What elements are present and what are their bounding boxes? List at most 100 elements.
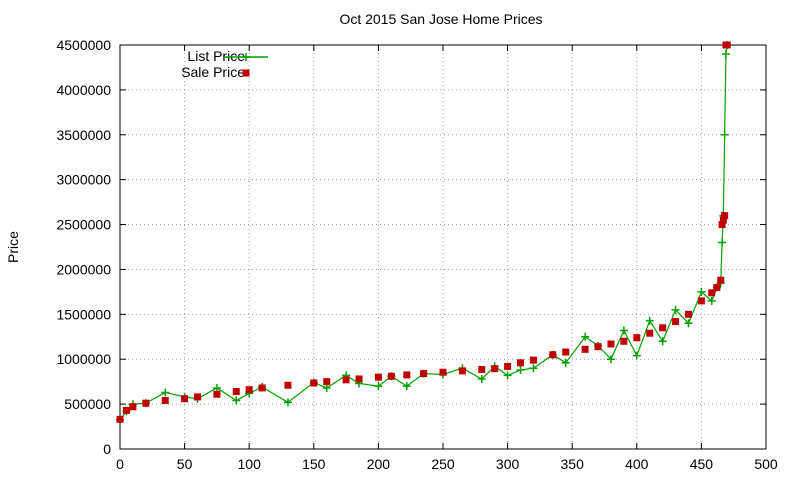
sale-price-point (713, 283, 721, 291)
x-tick-label: 200 (367, 456, 391, 472)
sale-price-point (213, 390, 221, 398)
sale-price-point (284, 381, 292, 389)
y-tick-label: 2000000 (56, 261, 111, 277)
legend-label-list-price: List Price (187, 48, 245, 64)
sale-price-point (342, 376, 350, 384)
list-price-point (721, 49, 730, 58)
sale-price-point (529, 356, 537, 364)
y-tick-label: 500000 (64, 396, 111, 412)
list-price-point (632, 351, 641, 360)
list-price-point (283, 398, 292, 407)
list-price-point (561, 358, 570, 367)
sale-price-point (659, 324, 667, 332)
x-tick-label: 0 (116, 456, 124, 472)
y-tick-label: 2500000 (56, 217, 111, 233)
legend-label-sale-price: Sale Price (181, 64, 245, 80)
sale-price-point (723, 41, 731, 49)
sale-price-point (122, 406, 130, 414)
list-price-point (161, 388, 170, 397)
sale-price-point (387, 372, 395, 380)
sale-price-point (323, 378, 331, 386)
sale-price-point (672, 318, 680, 326)
sale-price-point (232, 388, 240, 396)
legend-marker-list-price (242, 53, 250, 61)
list-price-point (212, 383, 221, 392)
y-tick-label: 3500000 (56, 127, 111, 143)
y-tick-label: 3000000 (56, 172, 111, 188)
sale-price-point (161, 397, 169, 405)
sale-price-point (374, 373, 382, 381)
sale-price-point (355, 375, 363, 383)
x-tick-label: 300 (496, 456, 520, 472)
sale-price-point (491, 365, 499, 373)
x-tick-label: 450 (690, 456, 714, 472)
sale-price-point (620, 337, 628, 345)
x-tick-label: 500 (754, 456, 778, 472)
sale-price-point (646, 329, 654, 337)
list-price-point (477, 374, 486, 383)
x-tick-label: 50 (177, 456, 193, 472)
list-price-point (606, 355, 615, 364)
chart-title: Oct 2015 San Jose Home Prices (339, 11, 543, 27)
x-tick-label: 100 (238, 456, 262, 472)
x-tick-label: 250 (431, 456, 455, 472)
sale-price-point (310, 379, 318, 387)
list-price-point (697, 287, 706, 296)
sale-price-point (633, 334, 641, 342)
x-tick-label: 150 (302, 456, 326, 472)
list-price-point (374, 382, 383, 391)
list-price-point (581, 332, 590, 341)
list-price-point (619, 326, 628, 335)
y-axis-label: Price (5, 231, 21, 263)
sale-price-point (478, 366, 486, 374)
sale-price-point (549, 351, 557, 359)
list-price-point (322, 383, 331, 392)
sale-price-point (116, 415, 124, 423)
list-price-line (119, 44, 728, 421)
list-price-point (529, 364, 538, 373)
sale-price-point (708, 289, 716, 297)
y-tick-label: 0 (103, 441, 111, 457)
sale-price-point (403, 371, 411, 379)
list-price-point (516, 365, 525, 374)
list-price-point (503, 371, 512, 380)
list-price-point (658, 337, 667, 346)
sale-price-point (581, 345, 589, 353)
list-price-point (684, 319, 693, 328)
y-tick-label: 4500000 (56, 37, 111, 53)
y-tick-label: 4000000 (56, 82, 111, 98)
list-price-point (718, 238, 727, 247)
sale-price-point (194, 393, 202, 401)
sale-price-point (718, 221, 726, 229)
legend-marker-sale-price (242, 69, 250, 77)
sale-price-point (562, 348, 570, 356)
x-tick-label: 350 (561, 456, 585, 472)
sale-price-point (594, 343, 602, 351)
sale-price-point (181, 395, 189, 403)
sale-price-point (142, 399, 150, 407)
sale-price-point (458, 367, 466, 375)
sale-price-point (420, 370, 428, 378)
y-tick-label: 1500000 (56, 306, 111, 322)
sale-price-point (245, 386, 253, 394)
sale-price-point (684, 310, 692, 318)
sale-price-point (697, 297, 705, 305)
x-tick-label: 400 (625, 456, 649, 472)
list-price-point (671, 305, 680, 314)
sale-price-point (517, 359, 525, 367)
sale-price-point (717, 276, 725, 284)
sale-price-point (607, 340, 615, 348)
list-price-point (707, 296, 716, 305)
sale-price-point (258, 384, 266, 392)
sale-price-point (719, 216, 727, 224)
sale-price-point (504, 362, 512, 370)
sale-price-point (129, 403, 137, 411)
y-tick-label: 1000000 (56, 351, 111, 367)
list-price-point (645, 316, 654, 325)
list-price-point (720, 130, 729, 139)
sale-price-point (721, 212, 729, 220)
list-price-point (402, 382, 411, 391)
list-price-point (232, 396, 241, 405)
sale-price-point (439, 368, 447, 376)
